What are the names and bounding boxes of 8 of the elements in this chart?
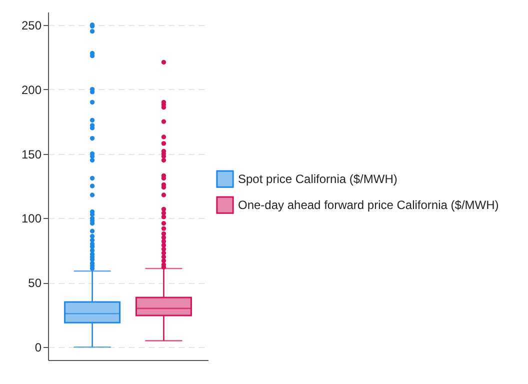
y-tick-label: 150 [21, 147, 42, 162]
y-tick-label: 0 [34, 340, 42, 355]
y-tick-label: 100 [21, 212, 42, 226]
y-tick-label: 200 [21, 82, 42, 97]
y-tick-label: 50 [28, 276, 42, 290]
y-tick-label: 250 [21, 18, 42, 32]
legend-label: One-day ahead forward price California ($/MWH) [238, 198, 499, 212]
legend-label: Spot price California ($/MWH) [238, 172, 398, 186]
